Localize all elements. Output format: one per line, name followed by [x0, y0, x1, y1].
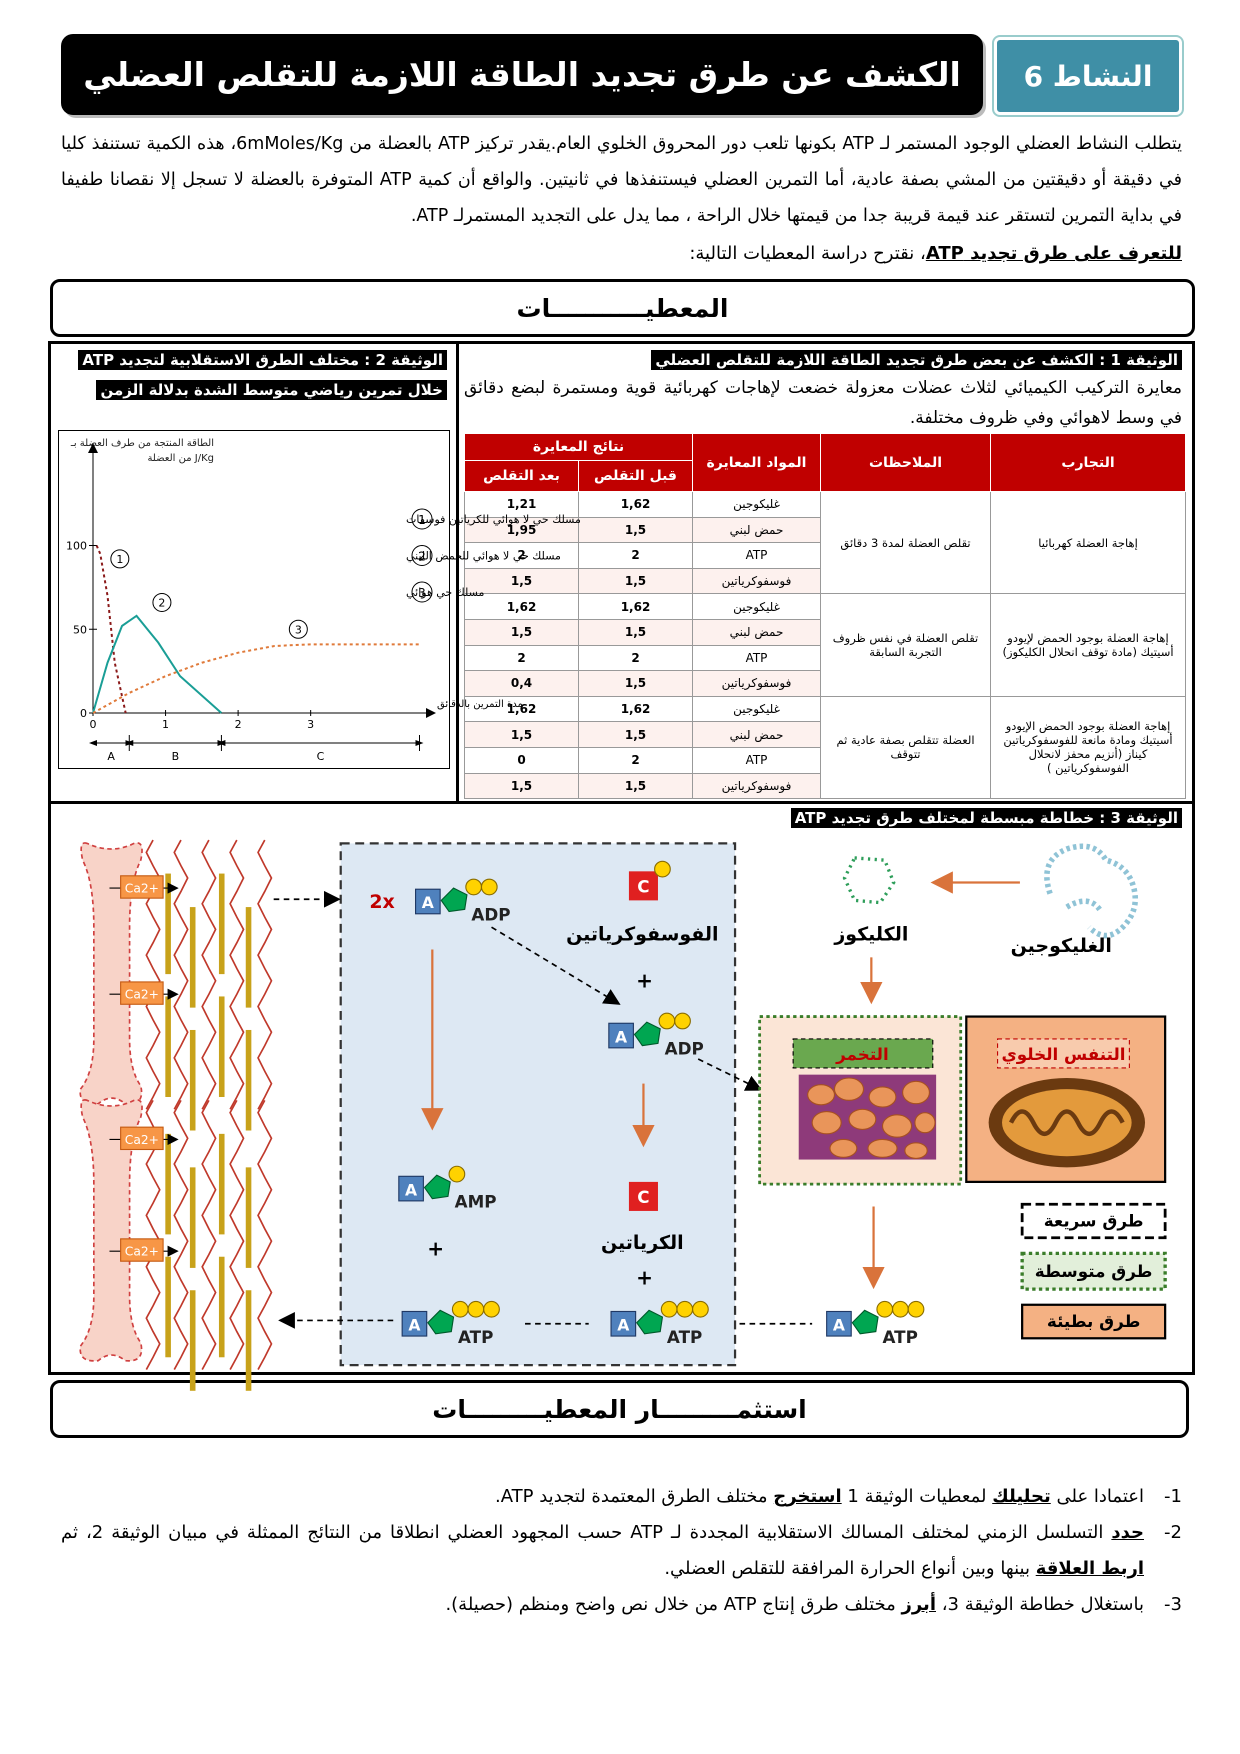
- substance-cell: غليكوجين: [692, 593, 821, 620]
- value-cell: 1,21: [464, 491, 579, 518]
- table-body: إهاجة العضلة كهربائيا تقلص العضلة لمدة 3 …: [464, 490, 1186, 800]
- substance-cell: فوسفوكرياتين: [692, 772, 821, 800]
- divider: [48, 801, 1193, 804]
- question-part: باستغلال خطاطة الوثيقة 3،: [936, 1594, 1144, 1615]
- table-row: إهاجة العضلة كهربائيا تقلص العضلة لمدة 3 …: [464, 490, 1186, 595]
- table-row: فوسفوكرياتين 1,5 1,5: [464, 772, 1186, 800]
- substance-cell: فوسفوكرياتين: [692, 670, 821, 697]
- value-cell: 2: [578, 644, 693, 672]
- substance-cell: حمض لبني: [692, 618, 821, 646]
- value-cell: 2: [578, 542, 693, 569]
- header-row: التجارب الملاحظات المواد المعايرة نتائج …: [464, 433, 1186, 492]
- chart-frame: [58, 430, 450, 769]
- value-cell: 1,5: [578, 721, 693, 748]
- question-part: لمعطيات الوثيقة 1: [841, 1486, 993, 1507]
- substance-cell: حمض لبني: [692, 721, 821, 748]
- value-cell: 0: [464, 746, 579, 774]
- experiment-cell: إهاجة العضلة بوجود الحمض لإيودو أسيتيك (…: [990, 593, 1186, 697]
- value-cell: 1,5: [464, 721, 579, 748]
- value-cell: 2: [578, 746, 693, 774]
- value-cell: 1,5: [464, 772, 579, 800]
- value-cell: 0,4: [464, 670, 579, 697]
- doc-title: الوثيقة 3 : خطاطة مبسطة لمختلف طرق تجديد…: [790, 808, 1182, 828]
- value-cell: 1,5: [578, 670, 693, 697]
- question-part: أبرز: [901, 1594, 937, 1615]
- experiment-cell: إهاجة العضلة بوجود الحمض الإيودو أسيتيك …: [990, 695, 1186, 800]
- substance-cell: ATP: [692, 746, 821, 774]
- table-row: حمض لبني 1,5 1,5: [464, 618, 1186, 646]
- value-cell: 1,62: [464, 695, 579, 723]
- value-cell: 1,5: [578, 567, 693, 595]
- observation-cell: تقلص العضلة في نفس ظروف التجربة السابقة: [820, 593, 991, 697]
- substance-cell: حمض لبني: [692, 516, 821, 544]
- question-number: -3: [1164, 1594, 1182, 1615]
- doc-description: معايرة التركيب الكيميائي لثلاث عضلات معز…: [464, 378, 1182, 428]
- header-cell: الملاحظات: [820, 433, 991, 492]
- value-cell: 1,62: [464, 593, 579, 620]
- doc-title: الوثيقة 1 : الكشف عن بعض طرق تجديد الطاق…: [651, 350, 1182, 370]
- question-part: اعتمادا على: [1050, 1486, 1144, 1507]
- value-cell: 2: [464, 542, 579, 569]
- header-cell: التجارب: [990, 433, 1186, 492]
- questions: -1 اعتمادا على تحليلك لمعطيات الوثيقة 1 ا…: [61, 1479, 1182, 1623]
- lead-part: ، نقترح دراسة المعطيات التالية:: [689, 243, 926, 264]
- section-title: استثمـــــــــار المعطيـــــــــات: [50, 1380, 1189, 1438]
- value-cell: 1,5: [464, 567, 579, 595]
- value-cell: 1,5: [464, 618, 579, 646]
- value-cell: 2: [464, 644, 579, 672]
- question: -1 اعتمادا على تحليلك لمعطيات الوثيقة 1 ا…: [61, 1479, 1182, 1515]
- question: -3 باستغلال خطاطة الوثيقة 3، أبرز مختلف ط…: [61, 1587, 1182, 1623]
- question-part: اربط العلاقة: [1035, 1558, 1144, 1579]
- question-part: استخرج: [773, 1486, 842, 1507]
- table-row: إهاجة العضلة بوجود الحمض الإيودو أسيتيك …: [464, 695, 1186, 800]
- substance-cell: ATP: [692, 542, 821, 569]
- results-table: التجارب الملاحظات المواد المعايرة نتائج …: [464, 433, 1186, 800]
- value-cell: 1,5: [578, 618, 693, 646]
- table-row: حمض لبني 1,5 1,95: [464, 516, 1186, 544]
- lead-part: للتعرف على طرق تجديد ATP: [925, 243, 1182, 264]
- observation-cell: تقلص العضلة لمدة 3 دقائق: [820, 490, 991, 595]
- value-cell: 1,5: [578, 516, 693, 544]
- question-part: مختلف طرق إنتاج ATP من خلال نص واضح ومنظ…: [445, 1594, 902, 1615]
- question-number: -1: [1164, 1486, 1182, 1507]
- substance-cell: غليكوجين: [692, 491, 821, 518]
- intro-text: يتطلب النشاط العضلي الوجود المستمر لـ AT…: [61, 134, 1183, 226]
- data-frame: [48, 341, 1195, 1375]
- question-part: حدد: [1111, 1522, 1144, 1543]
- value-cell: 1,95: [464, 516, 579, 544]
- header-row: قبل التقلص بعد التقلص: [464, 460, 1186, 492]
- table-row: ATP 2 2: [464, 542, 1186, 569]
- table-row: فوسفوكرياتين 1,5 0,4: [464, 670, 1186, 697]
- lead-text: للتعرف على طرق تجديد ATP، نقترح دراسة ال…: [689, 243, 1182, 264]
- substance-cell: ATP: [692, 644, 821, 672]
- experiment-cell: إهاجة العضلة كهربائيا: [990, 490, 1186, 595]
- question-part: التسلسل الزمني لمختلف المسالك الاستقلابي…: [61, 1522, 1112, 1543]
- table-row: إهاجة العضلة بوجود الحمض لإيودو أسيتيك (…: [464, 593, 1186, 697]
- divider: [456, 341, 459, 803]
- substance-cell: غليكوجين: [692, 695, 821, 723]
- question-part: تحليلك: [992, 1486, 1051, 1507]
- observation-cell: العضلة تتقلص بصفة عادية ثم تتوقف: [820, 695, 991, 800]
- question: -2 حدد التسلسل الزمني لمختلف المسالك الاس…: [61, 1515, 1182, 1587]
- table-head: التجارب الملاحظات المواد المعايرة نتائج …: [464, 433, 1186, 492]
- header-cell: المواد المعايرة: [692, 433, 821, 492]
- substance-cell: فوسفوكرياتين: [692, 567, 821, 595]
- question-part: مختلف الطرق المعتمدة لتجديد ATP.: [495, 1486, 774, 1507]
- y-axis-label: الطاقة المنتجة من طرف العضلة بـ J/Kg من …: [70, 438, 214, 464]
- value-cell: 1,62: [578, 695, 693, 723]
- doc-title: الوثيقة 2 : مختلف الطرق الاستقلابية لتجد…: [78, 350, 447, 370]
- header-title: الكشف عن طرق تجديد الطاقة اللازمة للتقلص…: [61, 34, 983, 115]
- question-part: بينها وبين أنواع الحرارة المرافقة للتقلص…: [664, 1558, 1036, 1579]
- header-cell: نتائج المعايرة: [464, 433, 693, 461]
- doc-title: خلال تمرين رياضي متوسط الشدة بدلالة الزم…: [96, 380, 447, 400]
- header-cell: بعد التقلص: [464, 460, 579, 492]
- value-cell: 1,62: [578, 593, 693, 620]
- activity-label: النشاط 6: [992, 35, 1184, 117]
- value-cell: 1,5: [578, 772, 693, 800]
- section-title: المعطيـــــــــــات: [50, 279, 1195, 337]
- header-cell: قبل التقلص: [578, 460, 693, 492]
- question-number: -2: [1164, 1522, 1182, 1543]
- value-cell: 1,62: [578, 491, 693, 518]
